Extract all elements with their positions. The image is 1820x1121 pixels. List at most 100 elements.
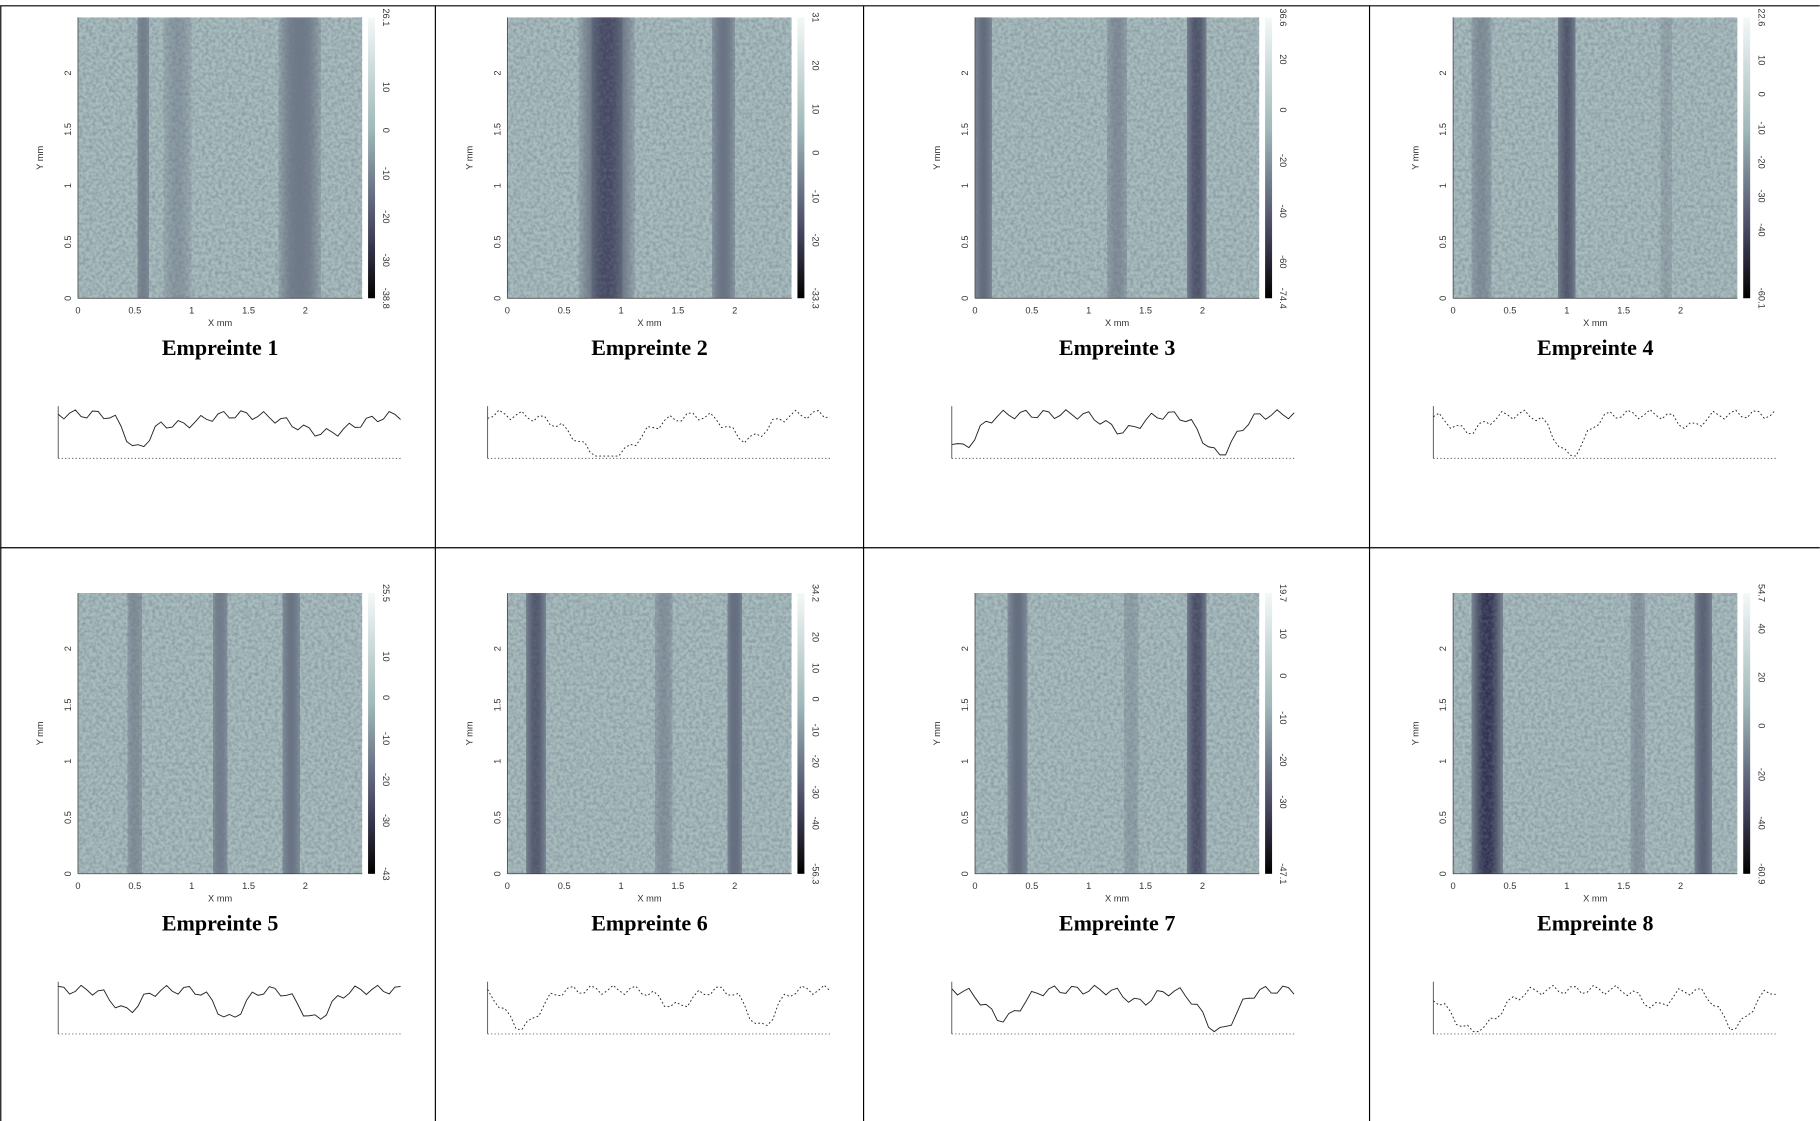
cell: 19.7 10 0 -10 -20 -30 -47.1 0 0.5 1 1.5 2 0 0.5 1 1.5 2 X… xyxy=(932,584,1295,1035)
x-tick-label: 2 xyxy=(1200,305,1205,315)
x-tick-label: 1 xyxy=(618,881,623,891)
caption: Empreinte 6 xyxy=(591,911,707,936)
y-tick-label: 1 xyxy=(63,759,73,764)
y-axis-label: Y mm xyxy=(35,146,45,170)
x-tick-label: 1 xyxy=(1086,305,1091,315)
image-noise xyxy=(974,592,1260,874)
colorbar xyxy=(1265,592,1273,874)
x-tick-label: 0 xyxy=(505,881,510,891)
y-tick-label: 0 xyxy=(63,871,73,876)
y-tick-label: 0.5 xyxy=(960,236,970,249)
image-noise xyxy=(1453,592,1738,874)
y-axis-label: Y mm xyxy=(932,721,942,745)
y-tick-label: 1.5 xyxy=(960,699,970,712)
y-axis-label: Y mm xyxy=(465,146,475,170)
afm-image xyxy=(1453,17,1738,299)
x-tick-label: 2 xyxy=(1200,881,1205,891)
x-axis-label: X mm xyxy=(208,894,232,904)
y-tick-label: 1 xyxy=(492,759,502,764)
colorbar-label: -33.3 xyxy=(811,288,821,309)
x-axis-label: X mm xyxy=(1583,318,1607,328)
y-tick-label: 2 xyxy=(492,646,502,651)
colorbar-label: -20 xyxy=(1756,768,1766,781)
colorbar-label: 10 xyxy=(381,82,391,92)
profile-line xyxy=(58,984,401,1020)
colorbar-label: 20 xyxy=(811,632,821,642)
y-tick-label: 1 xyxy=(1438,759,1448,764)
x-axis-label: X mm xyxy=(637,894,661,904)
colorbar-label: -20 xyxy=(1278,753,1288,766)
x-tick-label: 0 xyxy=(972,305,977,315)
colorbar-label: -40 xyxy=(1278,205,1288,218)
colorbar xyxy=(368,17,376,299)
x-tick-label: 0.5 xyxy=(1025,305,1038,315)
x-tick-label: 2 xyxy=(303,305,308,315)
y-tick-label: 2 xyxy=(63,71,73,76)
x-tick-label: 0.5 xyxy=(558,881,571,891)
image-noise xyxy=(77,592,363,874)
colorbar-label: -60 xyxy=(1278,255,1288,268)
x-tick-label: 1 xyxy=(1564,305,1569,315)
cell: 22.6 10 0 -10 -20 -30 -40 -60.1 0 0.5 1 1.5 2 0 0.5 1 1.… xyxy=(1410,8,1777,459)
y-tick-label: 2 xyxy=(1438,71,1448,76)
y-axis-label: Y mm xyxy=(1410,146,1420,170)
x-tick-label: 1.5 xyxy=(1617,305,1630,315)
colorbar xyxy=(797,592,805,874)
y-axis-label: Y mm xyxy=(465,721,475,745)
colorbar-label: 0 xyxy=(1278,107,1288,112)
colorbar-label: 20 xyxy=(811,60,821,70)
afm-image xyxy=(77,17,363,299)
colorbar-label: -10 xyxy=(811,190,821,203)
x-tick-label: 0.5 xyxy=(128,305,141,315)
x-tick-label: 0 xyxy=(972,881,977,891)
x-tick-label: 0.5 xyxy=(1504,305,1517,315)
image-noise xyxy=(507,592,792,874)
cell: 25.5 10 0 -10 -20 -30 -43 0 0.5 1 1.5 2 0 0.5 1 1.5 2 X m… xyxy=(35,584,401,1035)
y-tick-label: 1 xyxy=(492,183,502,188)
colorbar-label: -20 xyxy=(1756,155,1766,168)
colorbar-label: -30 xyxy=(1278,795,1288,808)
colorbar-label: -30 xyxy=(1756,189,1766,202)
colorbar-label: -30 xyxy=(811,786,821,799)
colorbar xyxy=(1743,17,1751,299)
colorbar-label: -20 xyxy=(1278,154,1288,167)
x-tick-label: 0.5 xyxy=(1504,881,1517,891)
colorbar-label: -20 xyxy=(381,773,391,786)
colorbar-label: 26.1 xyxy=(381,8,391,26)
colorbar-label: 54.7 xyxy=(1756,584,1766,602)
image-noise xyxy=(77,17,363,299)
x-tick-label: 2 xyxy=(1678,881,1683,891)
colorbar-label: -60.9 xyxy=(1756,863,1766,884)
colorbar-label: 34.2 xyxy=(811,584,821,602)
x-tick-label: 1.5 xyxy=(1139,305,1152,315)
colorbar-label: 36.6 xyxy=(1278,8,1288,26)
y-tick-label: 0 xyxy=(960,871,970,876)
colorbar-label: -30 xyxy=(381,253,391,266)
colorbar-label: 20 xyxy=(1756,672,1766,682)
colorbar-label: -10 xyxy=(381,732,391,745)
x-tick-label: 1.5 xyxy=(242,881,255,891)
y-tick-label: 0 xyxy=(492,296,502,301)
y-tick-label: 0.5 xyxy=(63,236,73,249)
x-tick-label: 0 xyxy=(1451,305,1456,315)
afm-image xyxy=(1453,592,1738,874)
y-tick-label: 2 xyxy=(960,646,970,651)
x-tick-label: 1.5 xyxy=(242,305,255,315)
x-tick-label: 0 xyxy=(75,305,80,315)
y-tick-label: 0.5 xyxy=(492,236,502,249)
colorbar-label: -40 xyxy=(1756,223,1766,236)
image-noise xyxy=(507,17,792,299)
colorbar xyxy=(368,592,376,874)
x-axis-label: X mm xyxy=(1105,318,1129,328)
table-borders xyxy=(0,5,1820,1121)
profile-line xyxy=(951,409,1295,456)
colorbar-label: -47.1 xyxy=(1278,863,1288,884)
y-tick-label: 0.5 xyxy=(1438,236,1448,249)
y-axis-label: Y mm xyxy=(932,146,942,170)
afm-image xyxy=(77,592,363,874)
y-tick-label: 0.5 xyxy=(492,811,502,824)
afm-image xyxy=(974,17,1260,299)
